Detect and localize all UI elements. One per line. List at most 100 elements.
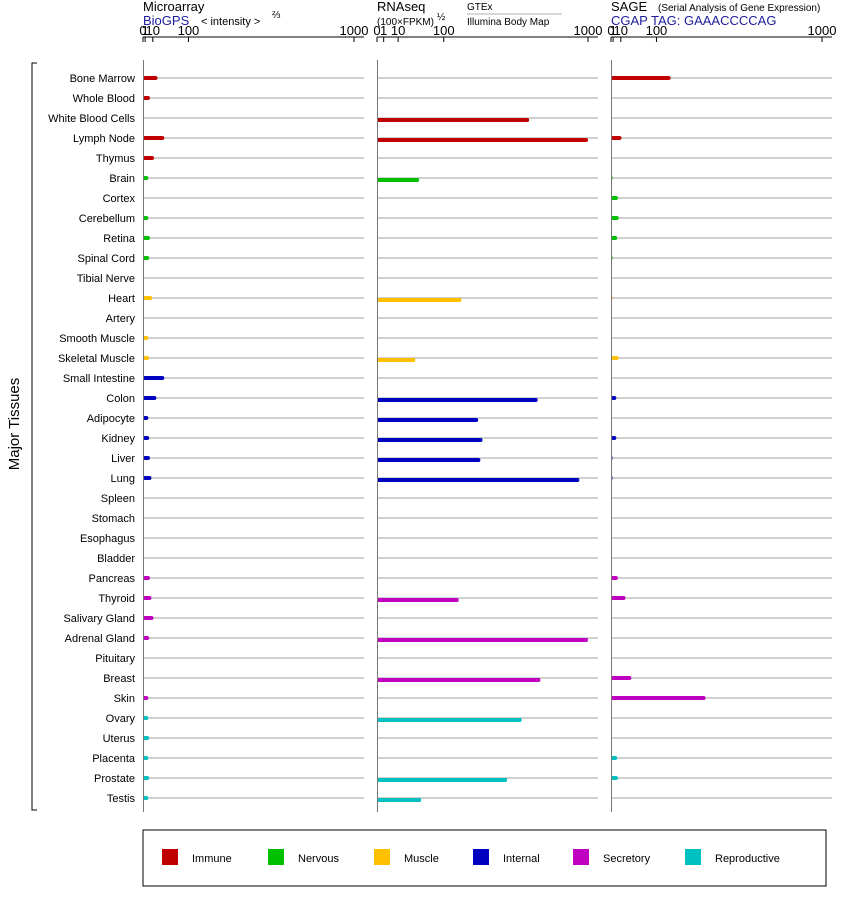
microarray-bar-placenta: [143, 756, 149, 760]
microarray-tick-label-0: 0: [139, 23, 146, 38]
microarray-bar-bone-marrow: [143, 76, 158, 80]
rnaseq-bar-liver: [377, 458, 481, 462]
microarray-bar-skin: [143, 696, 149, 700]
sage-bar-kidney: [611, 436, 617, 440]
rnaseq-bar-thyroid: [377, 598, 459, 602]
rnaseq-bar-skeletal-muscle: [377, 358, 416, 362]
rnaseq-bar-prostate: [377, 778, 508, 782]
microarray-tick-label-100: 100: [178, 23, 200, 38]
rnaseq-bar-heart: [377, 298, 462, 302]
tissue-label-lymph-node: Lymph Node: [73, 133, 135, 145]
tissue-label-liver: Liver: [111, 453, 135, 465]
rnaseq-bar-lymph-node: [377, 138, 588, 142]
legend-label-secretory: Secretory: [603, 853, 651, 865]
tissue-label-white-blood-cells: White Blood Cells: [48, 113, 135, 125]
legend-swatch-nervous: [268, 849, 284, 865]
microarray-bar-lung: [143, 476, 152, 480]
rnaseq-tick-label-1: 1: [380, 23, 387, 38]
legend: Immune Nervous Muscle Internal Secretory Repr…: [162, 849, 780, 865]
microarray-title: Microarray: [143, 0, 205, 14]
sage-title-note: (Serial Analysis of Gene Expression): [658, 3, 820, 14]
tissue-label-pancreas: Pancreas: [89, 573, 136, 585]
microarray-bar-lymph-node: [143, 136, 165, 140]
sage-bar-pancreas: [611, 576, 618, 580]
tissue-label-ovary: Ovary: [106, 713, 136, 725]
tissue-label-heart: Heart: [108, 293, 135, 305]
sage-subtitle: CGAP TAG: GAAACCCCAG: [611, 13, 776, 28]
microarray-tick-label-1000: 1000: [340, 23, 369, 38]
microarray-bar-pancreas: [143, 576, 150, 580]
tissue-label-colon: Colon: [106, 393, 135, 405]
rnaseq-bar-ovary: [377, 718, 522, 722]
major-tissues-label: Major Tissues: [6, 378, 23, 471]
microarray-bar-adrenal-gland: [143, 636, 150, 640]
legend-label-nervous: Nervous: [298, 853, 339, 865]
tissue-label-artery: Artery: [106, 313, 136, 325]
rnaseq-subtitle-exponent: ½: [437, 12, 446, 23]
sage-bar-thyroid: [611, 596, 626, 600]
sage-tick-label-1: 1: [609, 23, 616, 38]
microarray-bar-salivary-gland: [143, 616, 154, 620]
microarray-bar-heart: [143, 296, 153, 300]
rnaseq-bar-adipocyte: [377, 418, 479, 422]
tissue-label-spinal-cord: Spinal Cord: [78, 253, 135, 265]
sage-title: SAGE: [611, 0, 647, 14]
tissue-label-spleen: Spleen: [101, 493, 135, 505]
microarray-bar-uterus: [143, 736, 150, 740]
legend-swatch-internal: [473, 849, 489, 865]
microarray-bar-spinal-cord: [143, 256, 150, 260]
microarray-tick-label-10: 10: [146, 23, 160, 38]
microarray-tick-label-1: 1: [141, 23, 148, 38]
tissue-label-lung: Lung: [111, 473, 135, 485]
tissue-label-prostate: Prostate: [94, 773, 135, 785]
legend-box: [142, 829, 827, 887]
tissue-label-skin: Skin: [114, 693, 135, 705]
microarray-bar-liver: [143, 456, 150, 460]
sage-bar-cerebellum: [611, 216, 619, 220]
rnaseq-bar-brain: [377, 178, 420, 182]
rnaseq-bar-adrenal-gland: [377, 638, 588, 642]
microarray-bar-retina: [143, 236, 150, 240]
tissue-label-testis: Testis: [107, 793, 136, 805]
sage-tick-label-100: 100: [646, 23, 668, 38]
microarray-bar-prostate: [143, 776, 150, 780]
sage-bar-retina: [611, 236, 618, 240]
tissue-label-thymus: Thymus: [96, 153, 136, 165]
rnaseq-tick-label-10: 10: [391, 23, 405, 38]
sage-bar-skin: [611, 696, 706, 700]
tissue-label-brain: Brain: [109, 173, 135, 185]
major-tissues-bracket: [31, 62, 37, 811]
microarray-bar-kidney: [143, 436, 150, 440]
microarray-bar-colon: [143, 396, 157, 400]
microarray-bar-cerebellum: [143, 216, 149, 220]
tissue-label-cortex: Cortex: [103, 193, 136, 205]
grid-layer: [143, 77, 832, 799]
tissue-label-tibial-nerve: Tibial Nerve: [77, 273, 135, 285]
tissue-label-smooth-muscle: Smooth Muscle: [59, 333, 135, 345]
sage-bar-lymph-node: [611, 136, 622, 140]
microarray-bar-whole-blood: [143, 96, 150, 100]
microarray-axis-note-exponent: ⅔: [272, 10, 281, 21]
microarray-bar-testis: [143, 796, 149, 800]
microarray-bar-skeletal-muscle: [143, 356, 150, 360]
tissue-label-uterus: Uterus: [103, 733, 136, 745]
legend-swatch-reproductive: [685, 849, 701, 865]
legend-swatch-muscle: [374, 849, 390, 865]
tissue-label-placenta: Placenta: [92, 753, 136, 765]
microarray-bar-ovary: [143, 716, 149, 720]
rnaseq-bar-breast: [377, 678, 541, 682]
sage-bar-cortex: [611, 196, 618, 200]
microarray-bar-smooth-muscle: [143, 336, 149, 340]
tissue-label-salivary-gland: Salivary Gland: [63, 613, 135, 625]
rnaseq-tick-label-1000: 1000: [574, 23, 603, 38]
tissue-label-pituitary: Pituitary: [95, 653, 135, 665]
rnaseq-tick-label-100: 100: [433, 23, 455, 38]
legend-swatch-immune: [162, 849, 178, 865]
sage-tick-label-0: 0: [607, 23, 614, 38]
rnaseq-source-illumina: Illumina Body Map: [467, 17, 550, 28]
sage-tick-label-1000: 1000: [808, 23, 837, 38]
sage-bar-skeletal-muscle: [611, 356, 619, 360]
tissue-label-stomach: Stomach: [92, 513, 135, 525]
legend-label-immune: Immune: [192, 853, 232, 865]
